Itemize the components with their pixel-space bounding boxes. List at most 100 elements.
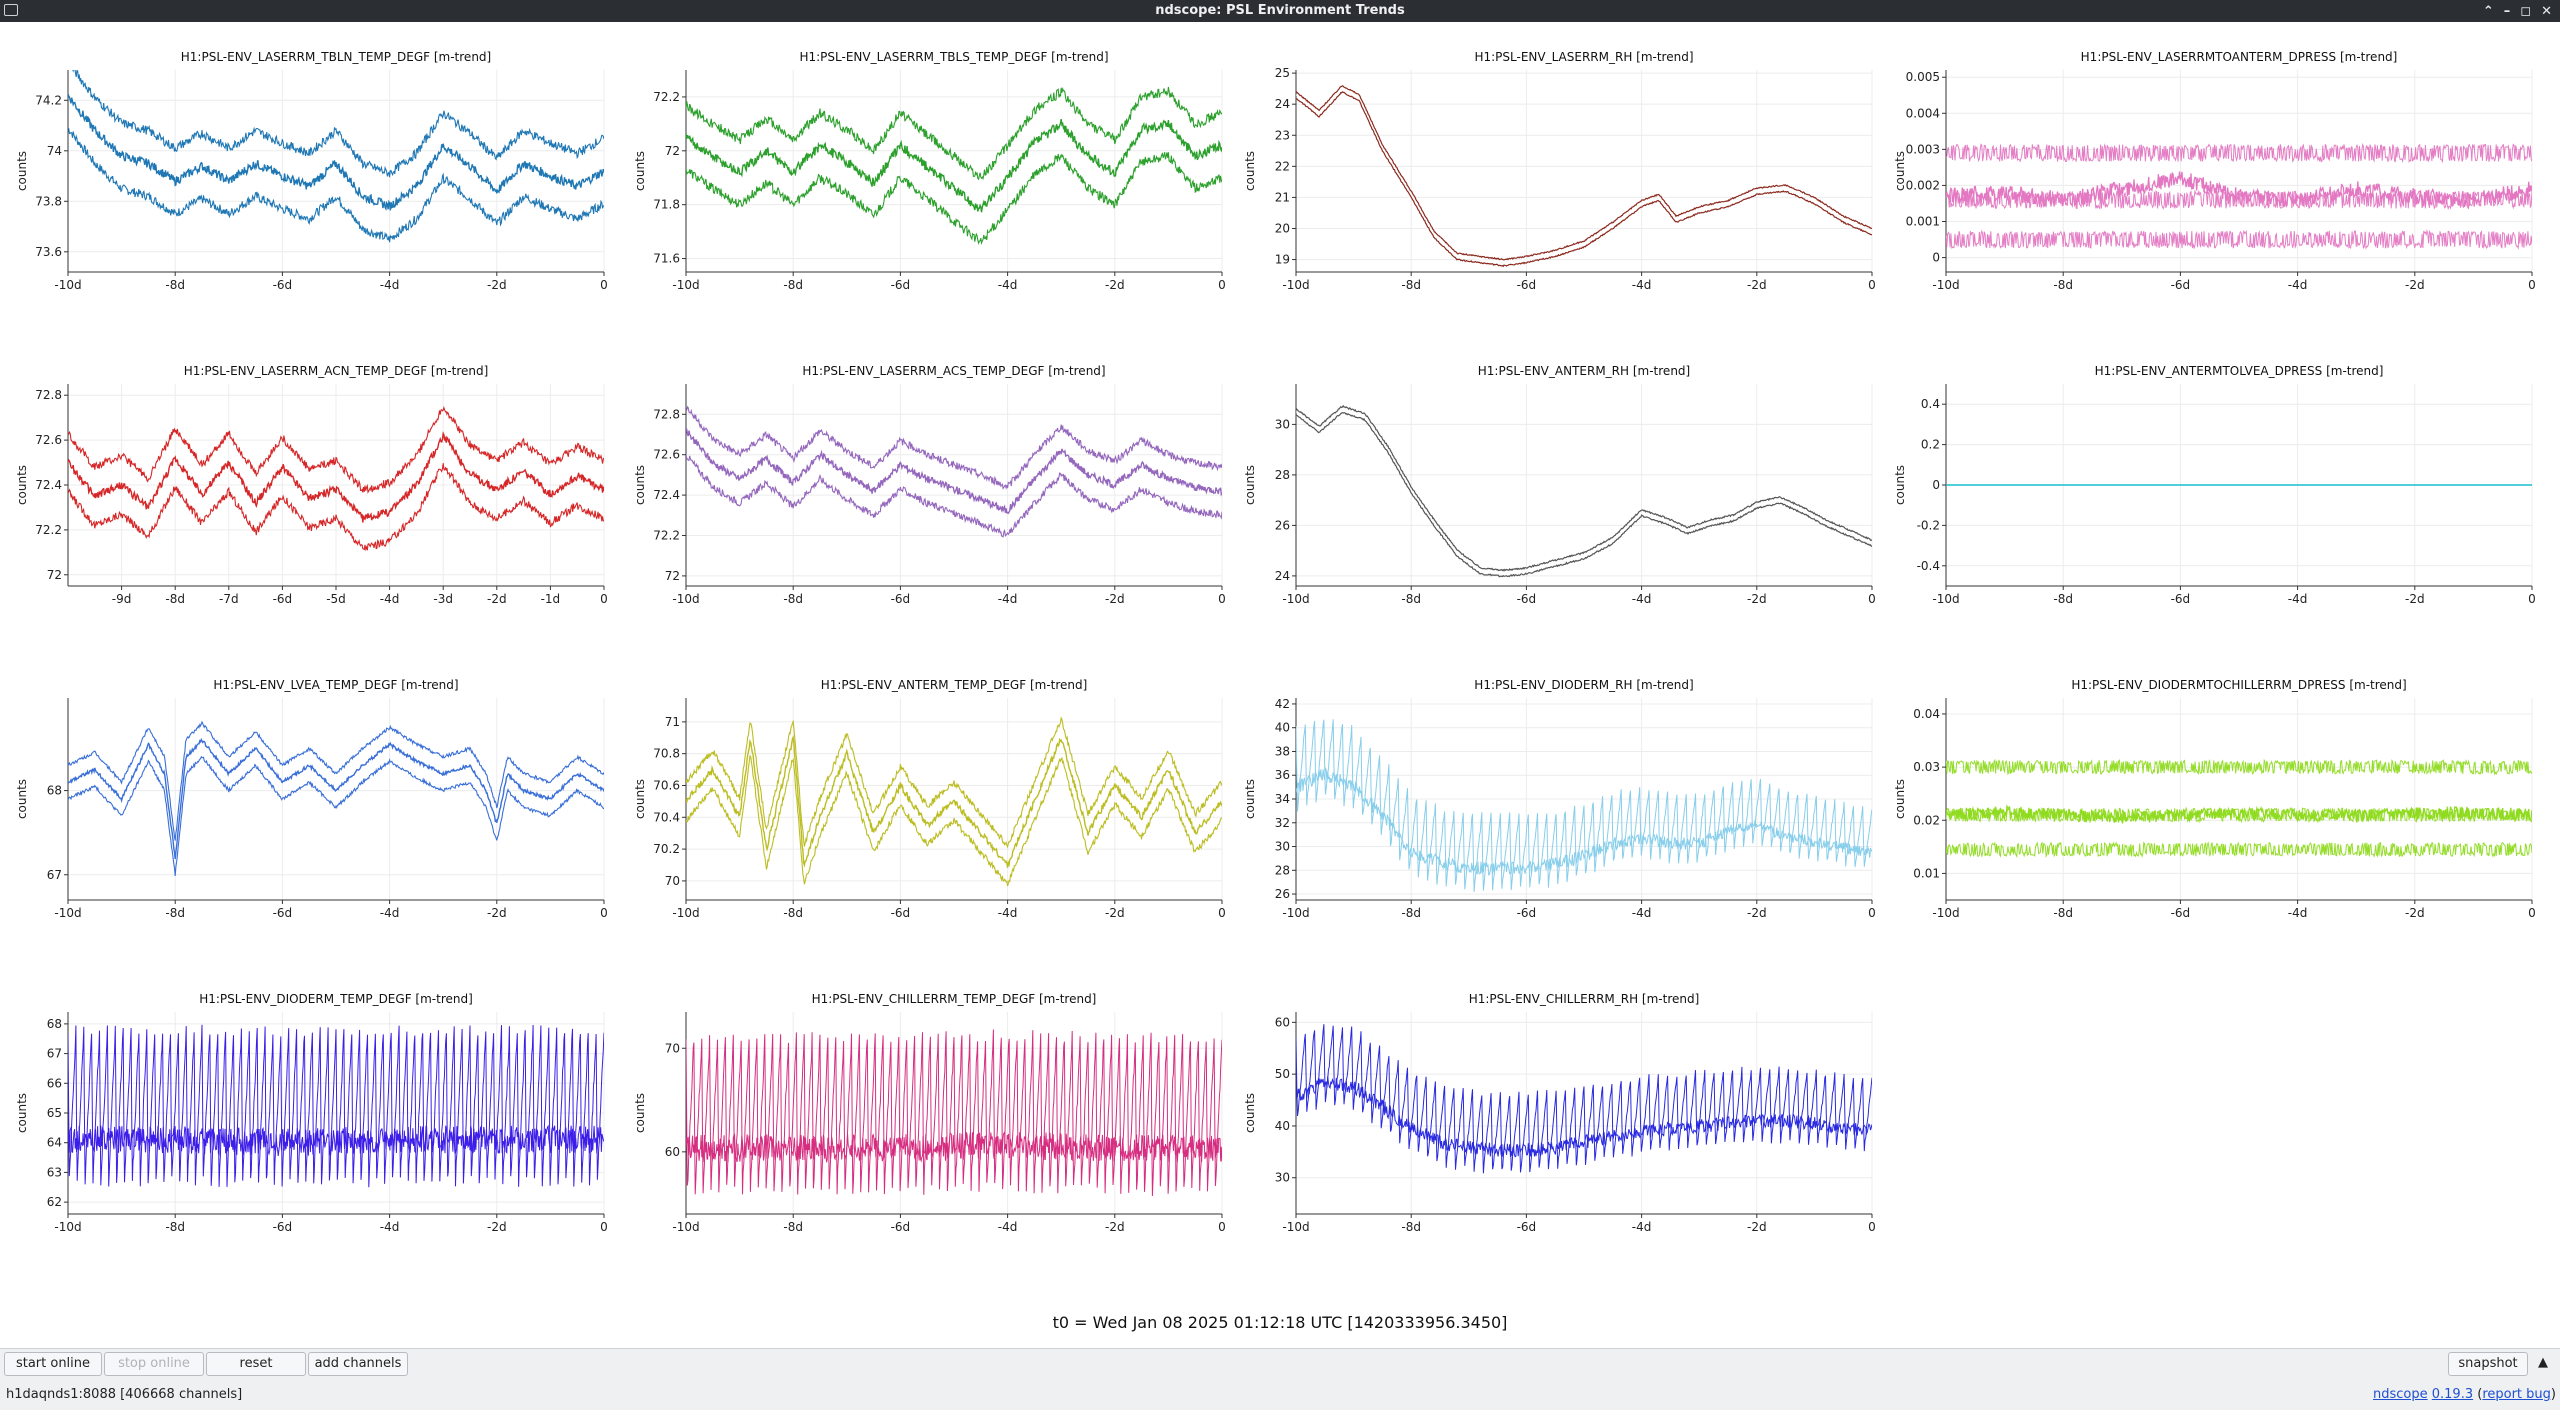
series-line bbox=[1946, 841, 2532, 859]
chart-svg: H1:PSL-ENV_LASERRM_ACN_TEMP_DEGF [m-tren… bbox=[15, 364, 608, 606]
y-tick-label: -0.2 bbox=[1917, 518, 1940, 532]
chart-panel-9[interactable]: H1:PSL-ENV_LVEA_TEMP_DEGF [m-trend] 67 68 -… bbox=[0, 650, 610, 950]
y-tick-label: 70.8 bbox=[653, 747, 680, 761]
report-bug-link[interactable]: report bug bbox=[2482, 1387, 2551, 1402]
y-tick-label: 28 bbox=[1275, 468, 1290, 482]
series-line bbox=[686, 1029, 1222, 1197]
x-tick-label: -4d bbox=[1632, 906, 1652, 920]
chart-panel-5[interactable]: H1:PSL-ENV_LASERRM_ACN_TEMP_DEGF [m-tren… bbox=[0, 336, 610, 636]
chart-title: H1:PSL-ENV_LASERRM_TBLN_TEMP_DEGF [m-tre… bbox=[181, 50, 491, 64]
start-online-button[interactable]: start online bbox=[4, 1352, 102, 1376]
y-tick-label: 68 bbox=[47, 784, 62, 798]
x-tick-label: -6d bbox=[891, 278, 911, 292]
add-channels-button[interactable]: add channels bbox=[308, 1352, 408, 1376]
chart-panel-1[interactable]: H1:PSL-ENV_LASERRM_TBLN_TEMP_DEGF [m-tre… bbox=[0, 22, 610, 322]
chart-panel-8[interactable]: H1:PSL-ENV_ANTERMTOLVEA_DPRESS [m-trend]… bbox=[1878, 336, 2538, 636]
chevron-up-icon[interactable]: ⌃ bbox=[2482, 3, 2494, 19]
series-line bbox=[686, 734, 1222, 868]
chart-svg: H1:PSL-ENV_ANTERM_TEMP_DEGF [m-trend] 70 7… bbox=[633, 678, 1226, 920]
y-tick-label: 72.6 bbox=[653, 448, 680, 462]
chart-panel-12[interactable]: H1:PSL-ENV_DIODERMTOCHILLERRM_DPRESS [m-… bbox=[1878, 650, 2538, 950]
app-name-link[interactable]: ndscope bbox=[2372, 1387, 2428, 1402]
close-icon[interactable]: ✕ bbox=[2541, 3, 2552, 19]
y-tick-label: 62 bbox=[47, 1195, 62, 1209]
y-axis-label: counts bbox=[15, 779, 29, 819]
x-tick-label: -6d bbox=[2171, 278, 2191, 292]
x-tick-label: -2d bbox=[1747, 906, 1767, 920]
series-line bbox=[68, 1024, 604, 1188]
x-tick-label: -8d bbox=[165, 278, 185, 292]
chart-panel-15[interactable]: H1:PSL-ENV_CHILLERRM_RH [m-trend] 30 40 50 6… bbox=[1228, 964, 1878, 1264]
x-tick-label: -6d bbox=[2171, 906, 2191, 920]
collapse-arrow-icon[interactable]: ▲ bbox=[2538, 1355, 2548, 1370]
x-tick-label: -10d bbox=[672, 1220, 699, 1234]
y-tick-label: 72.6 bbox=[35, 433, 62, 447]
x-tick-label: -10d bbox=[1282, 906, 1309, 920]
y-axis-label: counts bbox=[1243, 465, 1257, 505]
stop-online-button[interactable]: stop online bbox=[104, 1352, 204, 1376]
chart-svg: H1:PSL-ENV_ANTERM_RH [m-trend] 24 26 28 30 -1… bbox=[1243, 364, 1876, 606]
chart-panel-14[interactable]: H1:PSL-ENV_CHILLERRM_TEMP_DEGF [m-trend]… bbox=[618, 964, 1228, 1264]
x-tick-label: -2d bbox=[1105, 1220, 1125, 1234]
x-tick-label: -4d bbox=[380, 906, 400, 920]
y-tick-label: 20 bbox=[1275, 221, 1290, 235]
y-tick-label: 74 bbox=[47, 144, 62, 158]
chart-panel-7[interactable]: H1:PSL-ENV_ANTERM_RH [m-trend] 24 26 28 30 -1… bbox=[1228, 336, 1878, 636]
x-tick-label: -2d bbox=[1105, 592, 1125, 606]
x-tick-label: -4d bbox=[998, 1220, 1018, 1234]
plot-grid: H1:PSL-ENV_LASERRM_TBLN_TEMP_DEGF [m-tre… bbox=[0, 22, 2560, 1348]
x-tick-label: -6d bbox=[273, 1220, 293, 1234]
snapshot-button[interactable]: snapshot bbox=[2448, 1352, 2528, 1376]
chart-title: H1:PSL-ENV_ANTERM_RH [m-trend] bbox=[1478, 364, 1690, 378]
series-group bbox=[686, 405, 1222, 538]
x-tick-label: -6d bbox=[891, 906, 911, 920]
x-tick-label: -10d bbox=[1932, 592, 1959, 606]
maximize-icon[interactable]: ◻ bbox=[2520, 3, 2532, 19]
series-group bbox=[686, 1029, 1222, 1197]
y-axis-label: counts bbox=[15, 465, 29, 505]
y-tick-label: 74.2 bbox=[35, 93, 62, 107]
chart-panel-10[interactable]: H1:PSL-ENV_ANTERM_TEMP_DEGF [m-trend] 70 7… bbox=[618, 650, 1228, 950]
reset-button[interactable]: reset bbox=[206, 1352, 306, 1376]
y-tick-label: 34 bbox=[1275, 792, 1290, 806]
series-line bbox=[68, 405, 604, 494]
y-tick-label: 71 bbox=[665, 715, 680, 729]
series-line bbox=[1946, 171, 2532, 209]
version-link[interactable]: 0.19.3 bbox=[2431, 1387, 2474, 1402]
x-tick-label: -8d bbox=[1401, 592, 1421, 606]
y-tick-label: 67 bbox=[47, 868, 62, 882]
x-tick-label: -4d bbox=[2288, 278, 2308, 292]
y-tick-label: 24 bbox=[1275, 569, 1290, 583]
chart-panel-13[interactable]: H1:PSL-ENV_DIODERM_TEMP_DEGF [m-trend] 62… bbox=[0, 964, 610, 1264]
series-line bbox=[1946, 142, 2532, 164]
y-tick-label: 71.8 bbox=[653, 198, 680, 212]
minimize-icon[interactable]: – bbox=[2503, 3, 2511, 19]
chart-svg: H1:PSL-ENV_ANTERMTOLVEA_DPRESS [m-trend]… bbox=[1893, 364, 2536, 606]
x-tick-label: -4d bbox=[380, 1220, 400, 1234]
chart-svg: H1:PSL-ENV_LASERRMTOANTERM_DPRESS [m-tre… bbox=[1893, 50, 2536, 292]
chart-title: H1:PSL-ENV_LVEA_TEMP_DEGF [m-trend] bbox=[213, 678, 458, 692]
chart-panel-11[interactable]: H1:PSL-ENV_DIODERM_RH [m-trend] 26 28 30 32 3… bbox=[1228, 650, 1878, 950]
series-line bbox=[686, 427, 1222, 515]
chart-title: H1:PSL-ENV_DIODERM_TEMP_DEGF [m-trend] bbox=[199, 992, 473, 1006]
chart-panel-6[interactable]: H1:PSL-ENV_LASERRM_ACS_TEMP_DEGF [m-tren… bbox=[618, 336, 1228, 636]
chart-panel-3[interactable]: H1:PSL-ENV_LASERRM_RH [m-trend] 19 20 21 22 2… bbox=[1228, 22, 1878, 322]
x-tick-label: -5d bbox=[326, 592, 346, 606]
y-tick-label: 72 bbox=[47, 568, 62, 582]
chart-panel-2[interactable]: H1:PSL-ENV_LASERRM_TBLS_TEMP_DEGF [m-tre… bbox=[618, 22, 1228, 322]
chart-svg: H1:PSL-ENV_DIODERM_RH [m-trend] 26 28 30 32 3… bbox=[1243, 678, 1876, 920]
series-line bbox=[686, 453, 1222, 538]
y-tick-label: 0.03 bbox=[1913, 760, 1940, 774]
x-tick-label: -2d bbox=[487, 906, 507, 920]
y-tick-label: 42 bbox=[1275, 697, 1290, 711]
app-window-icon[interactable] bbox=[4, 4, 18, 16]
series-line bbox=[1946, 189, 2532, 211]
x-tick-label: -10d bbox=[54, 278, 81, 292]
chart-title: H1:PSL-ENV_CHILLERRM_RH [m-trend] bbox=[1469, 992, 1700, 1006]
chart-panel-4[interactable]: H1:PSL-ENV_LASERRMTOANTERM_DPRESS [m-tre… bbox=[1878, 22, 2538, 322]
chart-title: H1:PSL-ENV_LASERRM_TBLS_TEMP_DEGF [m-tre… bbox=[799, 50, 1108, 64]
x-tick-label: -8d bbox=[2053, 278, 2073, 292]
y-tick-label: 60 bbox=[1275, 1015, 1290, 1029]
chart-title: H1:PSL-ENV_LASERRM_ACN_TEMP_DEGF [m-tren… bbox=[184, 364, 489, 378]
x-tick-label: -10d bbox=[1282, 278, 1309, 292]
